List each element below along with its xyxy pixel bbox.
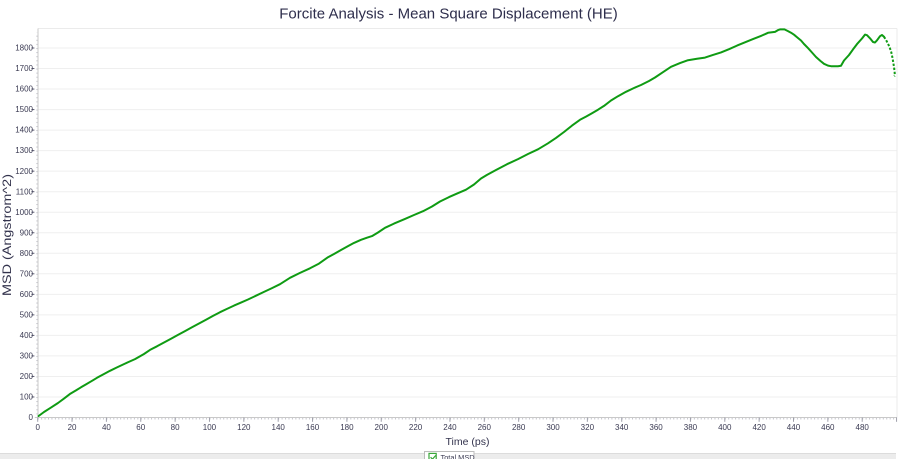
svg-text:1200: 1200 — [15, 167, 33, 176]
svg-text:80: 80 — [171, 423, 180, 432]
svg-text:900: 900 — [20, 228, 34, 237]
svg-text:260: 260 — [478, 423, 492, 432]
svg-text:340: 340 — [615, 423, 629, 432]
svg-text:MSD (Angstrom^2): MSD (Angstrom^2) — [0, 174, 14, 296]
svg-text:180: 180 — [340, 423, 354, 432]
svg-text:400: 400 — [718, 423, 732, 432]
svg-text:240: 240 — [443, 423, 457, 432]
svg-text:320: 320 — [581, 423, 595, 432]
svg-text:360: 360 — [649, 423, 663, 432]
svg-text:0: 0 — [35, 423, 40, 432]
svg-text:500: 500 — [20, 310, 34, 319]
svg-text:440: 440 — [787, 423, 801, 432]
svg-text:1000: 1000 — [15, 208, 33, 217]
svg-text:700: 700 — [20, 269, 34, 278]
svg-text:100: 100 — [20, 393, 34, 402]
svg-text:800: 800 — [20, 249, 34, 258]
svg-text:420: 420 — [752, 423, 766, 432]
svg-text:1100: 1100 — [16, 187, 34, 196]
svg-text:Time (ps): Time (ps) — [446, 436, 490, 448]
svg-text:1300: 1300 — [15, 146, 33, 155]
svg-text:1600: 1600 — [15, 85, 33, 94]
svg-text:60: 60 — [136, 423, 145, 432]
svg-text:280: 280 — [512, 423, 526, 432]
svg-text:200: 200 — [20, 372, 34, 381]
svg-text:160: 160 — [306, 423, 320, 432]
svg-text:220: 220 — [409, 423, 423, 432]
svg-text:600: 600 — [20, 290, 34, 299]
svg-text:100: 100 — [203, 423, 217, 432]
svg-text:120: 120 — [237, 423, 251, 432]
svg-text:40: 40 — [102, 423, 111, 432]
svg-text:1400: 1400 — [15, 126, 33, 135]
svg-text:460: 460 — [821, 423, 835, 432]
svg-text:300: 300 — [546, 423, 560, 432]
svg-text:400: 400 — [20, 331, 34, 340]
svg-text:200: 200 — [375, 423, 389, 432]
svg-text:380: 380 — [684, 423, 698, 432]
svg-text:480: 480 — [856, 423, 870, 432]
svg-text:1500: 1500 — [15, 105, 33, 114]
svg-text:1800: 1800 — [15, 44, 33, 53]
svg-text:300: 300 — [20, 352, 34, 361]
svg-text:20: 20 — [68, 423, 77, 432]
svg-text:0: 0 — [29, 413, 34, 422]
svg-text:140: 140 — [272, 423, 286, 432]
svg-text:Forcite Analysis - Mean Square: Forcite Analysis - Mean Square Displacem… — [279, 6, 617, 23]
svg-text:Total MSD: Total MSD — [441, 453, 475, 459]
svg-text:1700: 1700 — [15, 64, 33, 73]
